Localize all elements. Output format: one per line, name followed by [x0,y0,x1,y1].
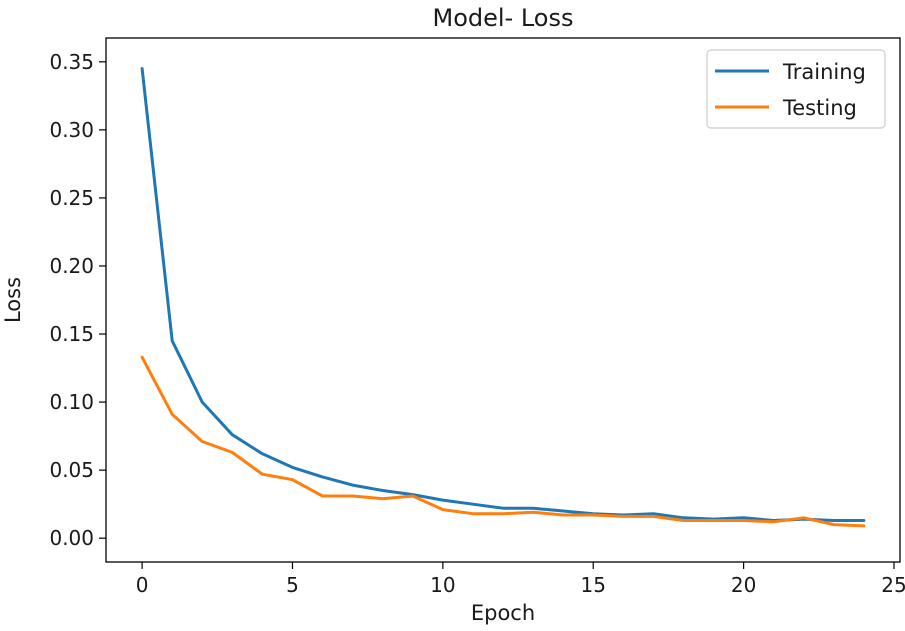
legend-label-training: Training [782,60,866,84]
y-tick-label: 0.30 [49,118,94,142]
y-tick-label: 0.00 [49,526,94,550]
legend: Training Testing [706,49,886,129]
y-axis-ticks: 0.00 0.05 0.10 0.15 0.20 0.25 0.30 0.35 [49,50,106,550]
x-tick-label: 20 [731,573,756,597]
x-tick-label: 5 [286,573,299,597]
x-tick-label: 25 [881,573,905,597]
y-tick-label: 0.05 [49,458,94,482]
x-tick-label: 0 [136,573,149,597]
y-tick-label: 0.10 [49,390,94,414]
x-tick-label: 15 [581,573,606,597]
legend-label-testing: Testing [782,96,857,120]
chart-title: Model- Loss [433,4,574,32]
y-axis-label: Loss [1,277,25,323]
y-tick-label: 0.35 [49,50,94,74]
x-tick-label: 10 [430,573,455,597]
y-tick-label: 0.15 [49,322,94,346]
y-tick-label: 0.20 [49,254,94,278]
y-tick-label: 0.25 [49,186,94,210]
series-lines [140,67,866,528]
x-axis-ticks: 0 5 10 15 20 25 [136,562,905,597]
plot-frame [105,37,901,563]
series-line-training [140,67,866,522]
x-axis-label: Epoch [471,601,535,625]
series-line-testing [140,355,866,528]
